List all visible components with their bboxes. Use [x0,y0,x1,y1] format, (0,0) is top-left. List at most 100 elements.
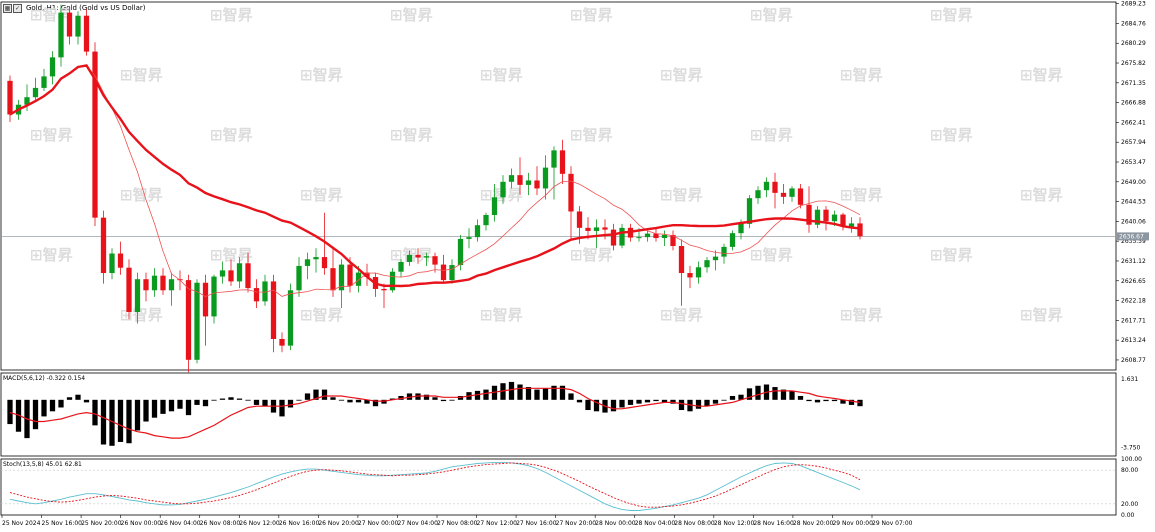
candle-body [355,272,362,286]
macd-histogram-bar [92,399,98,426]
watermark-logo: ⊞智昇 [30,246,73,264]
macd-histogram-bar [636,399,642,404]
candle-body [194,282,200,360]
macd-histogram-bar [806,399,812,402]
macd-histogram-bar [780,389,787,400]
candle-body [423,256,430,258]
chart-title: Gold, H1: Gold (Gold vs US Dollar) [26,4,146,12]
macd-histogram-bar [253,399,260,405]
candle-body [636,237,642,239]
macd-histogram-bar [7,399,13,425]
price-axis-tick-label: 2684.76 [1121,20,1146,27]
time-axis-label: 25 Nov 2024 [2,520,41,527]
candle-body [848,223,855,227]
candle-body [449,265,455,281]
watermark-logo: ⊞智昇 [570,126,613,144]
candle-body [772,181,778,193]
macd-histogram-bar [712,399,719,404]
candle-body [253,288,260,302]
watermark-logo: ⊞智昇 [30,126,73,144]
candle-body [66,12,73,37]
macd-histogram-bar [338,399,345,401]
macd-histogram-bar [143,399,149,422]
price-panel-frame [0,1,1117,371]
candle-body [823,209,829,222]
macd-histogram-bar [389,398,396,400]
candle-body [593,227,600,231]
watermark-logo: ⊞智昇 [300,66,343,84]
candle-body [525,180,532,185]
candle-body [185,280,192,360]
watermark-logo: ⊞智昇 [840,66,883,84]
macd-histogram-bar [704,399,710,407]
time-axis-label: 27 Nov 08:00 [437,520,478,527]
macd-histogram-bar [202,399,209,407]
candle-body [755,190,761,199]
watermark-logo: ⊞智昇 [390,6,433,24]
current-price-tag [1117,232,1149,241]
watermark-logo: ⊞智昇 [930,246,973,264]
time-axis-label: 28 Nov 12:00 [714,520,755,527]
macd-histogram-bar [372,399,379,407]
macd-label: MACD(5,6,12) -0.322 0.154 [3,375,85,382]
candle-body [763,181,770,191]
macd-histogram-bar [211,399,217,401]
time-axis-label: 27 Nov 04:00 [397,520,438,527]
watermark-logo: ⊞智昇 [1020,66,1063,84]
macd-histogram-bar [126,399,132,444]
macd-histogram-bar [15,399,22,432]
candle-body [211,276,217,317]
macd-histogram-bar [177,399,183,409]
time-axis-label: 26 Nov 08:00 [200,520,241,527]
candle-body [134,279,141,312]
candle-body [126,267,132,312]
candle-body [228,270,234,282]
candle-body [517,175,523,185]
candle-body [797,188,804,205]
stoch-main-line [9,461,861,511]
stoch-panel-frame [0,458,1117,516]
candle-body [100,217,107,274]
candle-body [262,281,268,302]
macd-histogram-bar [500,383,506,400]
candle-body [712,256,719,261]
macd-histogram-bar [474,390,481,400]
candle-body [568,173,574,212]
macd-histogram-bar [551,385,557,400]
macd-histogram-bar [797,395,804,400]
macd-histogram-bar [134,399,141,431]
price-axis-tick-label: 2671.35 [1121,80,1146,87]
macd-histogram-bar [848,399,855,405]
watermark-logo: ⊞智昇 [570,246,613,264]
stoch-axis-tick-label: 80.00 [1121,467,1138,474]
macd-histogram-bar [831,399,838,402]
candle-body [338,264,345,291]
watermark-logo: ⊞智昇 [840,186,883,204]
macd-histogram-bar [695,399,702,409]
stoch-axis-tick-label: 20.00 [1121,501,1138,508]
macd-histogram-bar [151,399,158,418]
candle-body [704,260,710,268]
time-axis-label: 26 Nov 20:00 [318,520,359,527]
macd-histogram-bar [347,399,353,403]
macd-histogram-bar [738,394,744,400]
watermark-logo: ⊞智昇 [120,186,163,204]
candle-body [406,254,413,262]
candle-body [857,223,863,237]
candle-body [109,253,115,274]
macd-histogram-bar [619,399,625,408]
candle-body [364,272,370,278]
macd-histogram-bar [58,399,64,408]
macd-histogram-bar [160,399,166,414]
chart-grid-icon[interactable]: ▦ [3,4,12,13]
candle-body [542,167,549,189]
price-axis-tick-label: 2631.12 [1121,258,1146,265]
price-axis-tick-label: 2649.00 [1121,179,1146,186]
candle-body [236,263,243,282]
macd-histogram-bar [262,399,268,407]
candle-body [58,12,64,58]
chart-check-icon[interactable]: ✓ [13,4,22,13]
macd-histogram-bar [109,399,115,446]
